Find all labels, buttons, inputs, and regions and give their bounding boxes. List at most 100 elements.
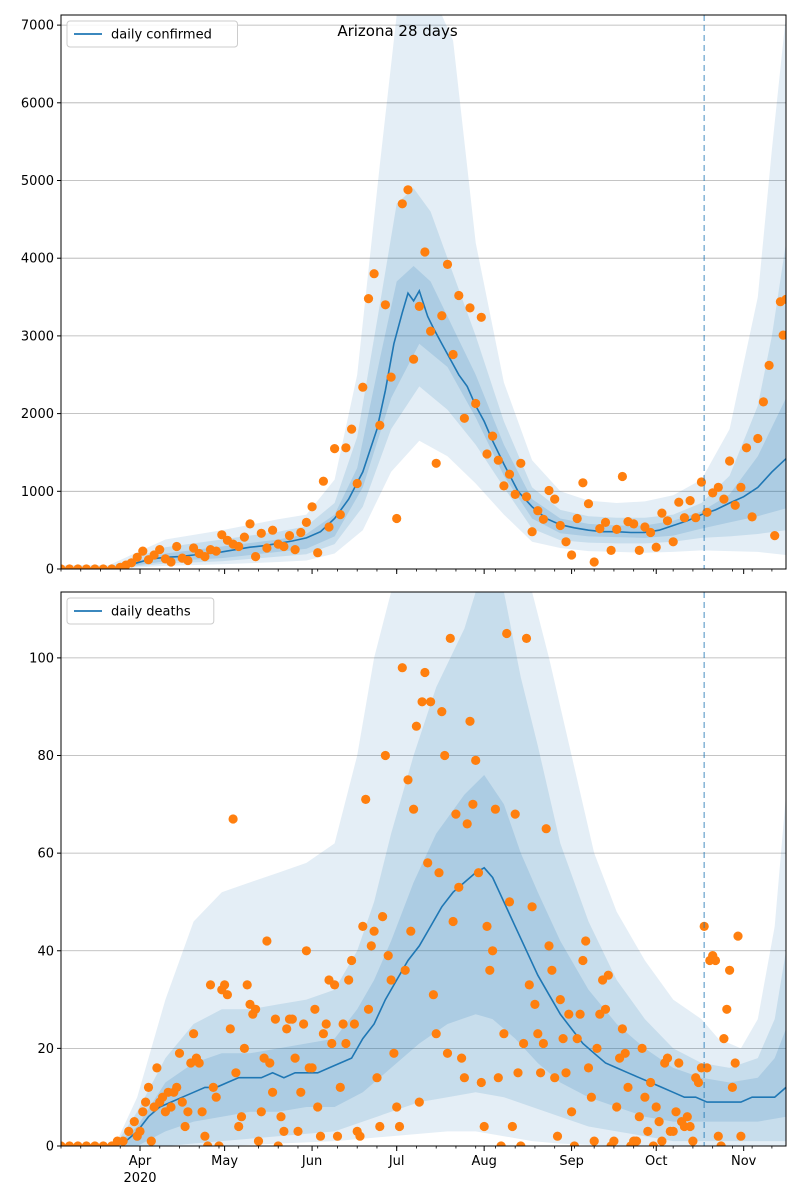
observed-point-89 bbox=[578, 478, 588, 488]
y-tick-label-1000: 1000 bbox=[21, 485, 54, 500]
observed-point-113 bbox=[713, 482, 723, 492]
observed-point-135 bbox=[482, 921, 492, 932]
observed-point-116 bbox=[730, 500, 740, 510]
observed-point-15 bbox=[143, 1082, 154, 1092]
observed-point-70 bbox=[471, 398, 481, 409]
x-tick-label-Apr: Apr bbox=[129, 1154, 152, 1169]
observed-point-76 bbox=[315, 1131, 326, 1141]
observed-point-79 bbox=[521, 492, 532, 502]
observed-point-100 bbox=[640, 522, 650, 532]
legend-box bbox=[66, 597, 215, 625]
observed-point-127 bbox=[459, 1073, 469, 1083]
observed-point-83 bbox=[544, 485, 554, 496]
observed-point-2 bbox=[73, 564, 83, 569]
observed-point-109 bbox=[691, 513, 701, 523]
y-tick-label-5000: 5000 bbox=[21, 174, 54, 189]
observed-point-36 bbox=[203, 1141, 213, 1146]
observed-point-14 bbox=[155, 545, 165, 555]
observed-point-106 bbox=[674, 497, 684, 507]
observed-point-1 bbox=[64, 1141, 75, 1146]
y-tick-label-2000: 2000 bbox=[21, 407, 54, 422]
observed-point-181 bbox=[612, 1102, 622, 1112]
observed-point-98 bbox=[378, 912, 388, 922]
observed-point-74 bbox=[493, 455, 503, 465]
y-tick-label-40: 40 bbox=[37, 944, 54, 959]
observed-point-128 bbox=[462, 819, 472, 829]
observed-point-66 bbox=[287, 1014, 297, 1024]
observed-point-109 bbox=[409, 804, 419, 814]
observed-point-50 bbox=[358, 382, 368, 392]
observed-point-126 bbox=[781, 294, 786, 304]
observed-point-71 bbox=[301, 946, 311, 956]
observed-point-169 bbox=[578, 955, 588, 966]
observed-point-33 bbox=[194, 1058, 204, 1068]
observed-point-82 bbox=[538, 514, 549, 524]
observed-point-51 bbox=[363, 294, 374, 304]
y-tick-label-20: 20 bbox=[37, 1042, 54, 1057]
observed-point-95 bbox=[369, 926, 379, 936]
observed-point-56 bbox=[392, 513, 402, 524]
observed-point-180 bbox=[609, 1136, 619, 1146]
observed-point-196 bbox=[654, 1117, 664, 1127]
observed-point-173 bbox=[589, 1136, 599, 1146]
observed-point-199 bbox=[662, 1053, 673, 1063]
observed-point-164 bbox=[564, 1009, 574, 1019]
observed-point-224 bbox=[733, 931, 743, 941]
observed-point-5 bbox=[98, 564, 108, 569]
observed-point-84 bbox=[550, 494, 560, 504]
observed-point-146 bbox=[513, 1068, 523, 1078]
observed-point-120 bbox=[753, 433, 763, 444]
observed-point-115 bbox=[725, 456, 735, 466]
legend-label: daily deaths bbox=[111, 605, 191, 620]
observed-point-81 bbox=[330, 980, 340, 990]
observed-point-75 bbox=[499, 481, 509, 491]
observed-point-59 bbox=[409, 354, 419, 364]
observed-point-201 bbox=[668, 1126, 678, 1136]
observed-point-184 bbox=[620, 1048, 630, 1058]
observed-point-161 bbox=[555, 995, 565, 1005]
observed-point-172 bbox=[586, 1092, 597, 1102]
observed-point-3 bbox=[81, 564, 91, 569]
observed-point-11 bbox=[138, 546, 148, 556]
observed-point-22 bbox=[200, 552, 210, 562]
observed-point-36 bbox=[279, 541, 289, 552]
observed-point-119 bbox=[437, 707, 447, 717]
x-tick-label-Aug: Aug bbox=[471, 1154, 496, 1169]
observed-point-47 bbox=[234, 1121, 244, 1132]
observed-point-50 bbox=[242, 980, 252, 990]
observed-point-5 bbox=[98, 1141, 108, 1146]
observed-point-46 bbox=[335, 509, 345, 520]
observed-point-197 bbox=[657, 1136, 667, 1146]
observed-point-42 bbox=[220, 980, 230, 990]
legend: daily confirmed bbox=[66, 20, 238, 48]
observed-point-142 bbox=[502, 628, 512, 639]
observed-point-103 bbox=[657, 508, 667, 518]
observed-point-78 bbox=[516, 458, 526, 468]
observed-point-151 bbox=[527, 902, 537, 912]
observed-point-107 bbox=[679, 513, 690, 523]
observed-point-54 bbox=[253, 1136, 264, 1146]
observed-point-67 bbox=[290, 1053, 300, 1063]
observed-point-140 bbox=[496, 1141, 506, 1146]
observed-point-28 bbox=[180, 1121, 190, 1132]
observed-point-91 bbox=[358, 921, 368, 932]
observed-point-62 bbox=[426, 326, 436, 336]
observed-point-13 bbox=[138, 1107, 148, 1117]
observed-point-75 bbox=[313, 1102, 323, 1112]
observed-point-132 bbox=[473, 868, 484, 878]
observed-point-88 bbox=[349, 1019, 359, 1029]
observed-point-168 bbox=[575, 1009, 585, 1019]
observed-point-54 bbox=[380, 300, 390, 310]
observed-point-138 bbox=[490, 804, 500, 814]
x-tick-label-Nov: Nov bbox=[731, 1154, 757, 1169]
observed-point-71 bbox=[476, 312, 486, 322]
observed-point-210 bbox=[693, 1077, 704, 1088]
observed-point-52 bbox=[369, 269, 379, 279]
observed-point-99 bbox=[634, 545, 644, 556]
observed-point-24 bbox=[211, 546, 221, 556]
observed-point-139 bbox=[493, 1073, 503, 1083]
observed-point-190 bbox=[637, 1043, 647, 1053]
observed-point-105 bbox=[397, 663, 407, 673]
observed-point-43 bbox=[318, 476, 328, 486]
